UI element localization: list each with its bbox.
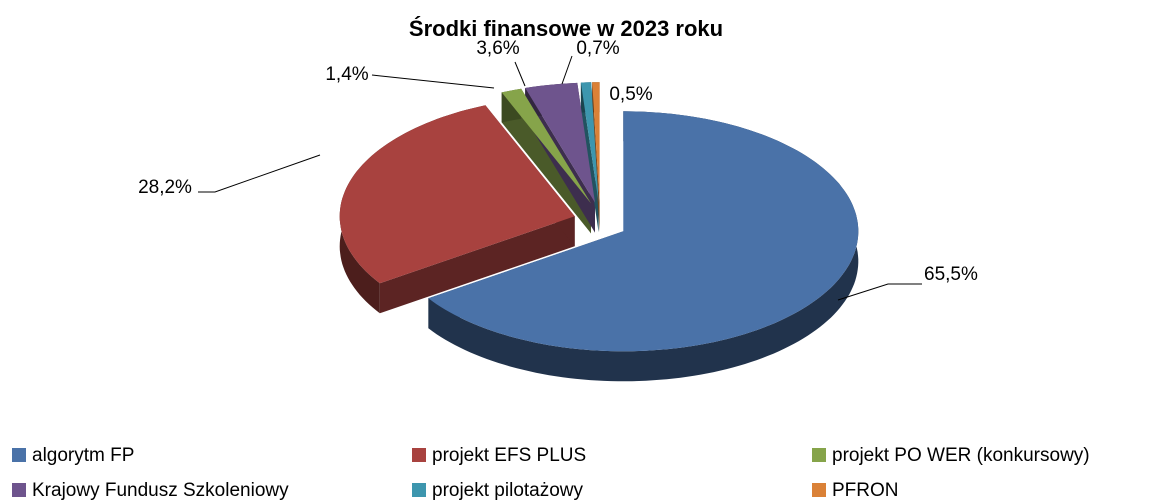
pie-slice xyxy=(580,82,599,203)
leader-line xyxy=(514,61,526,87)
chart-title: Środki finansowe w 2023 roku xyxy=(409,16,723,41)
legend-label: PFRON xyxy=(832,480,899,501)
pie-slice xyxy=(428,111,859,352)
data-label: 1,4% xyxy=(325,64,368,85)
legend-swatch xyxy=(412,448,426,462)
legend-swatch xyxy=(12,448,26,462)
leader-line xyxy=(371,74,495,89)
slice-side xyxy=(379,216,575,314)
leader-line xyxy=(561,55,573,85)
legend-swatch xyxy=(12,483,26,497)
slice-side xyxy=(580,82,599,233)
leader-line xyxy=(837,283,922,301)
legend-label: projekt EFS PLUS xyxy=(432,445,586,466)
legend-label: algorytm FP xyxy=(32,445,134,466)
legend-label: Krajowy Fundusz Szkoleniowy xyxy=(32,480,289,501)
legend-swatch xyxy=(812,483,826,497)
data-label: 65,5% xyxy=(924,264,978,285)
legend-label: projekt pilotażowy xyxy=(432,480,584,501)
legend-swatch xyxy=(812,448,826,462)
data-label: 0,7% xyxy=(576,38,619,59)
pie-slice xyxy=(501,88,591,204)
slice-side xyxy=(501,92,591,234)
data-label: 28,2% xyxy=(138,177,192,198)
data-label: 0,5% xyxy=(609,84,652,105)
pie-slice xyxy=(525,82,595,203)
pie-slice xyxy=(339,105,575,284)
leader-line xyxy=(198,154,321,193)
legend-swatch xyxy=(412,483,426,497)
data-label: 3,6% xyxy=(476,38,519,59)
legend-label: projekt PO WER (konkursowy) xyxy=(832,445,1090,466)
pie-slice xyxy=(592,82,600,203)
